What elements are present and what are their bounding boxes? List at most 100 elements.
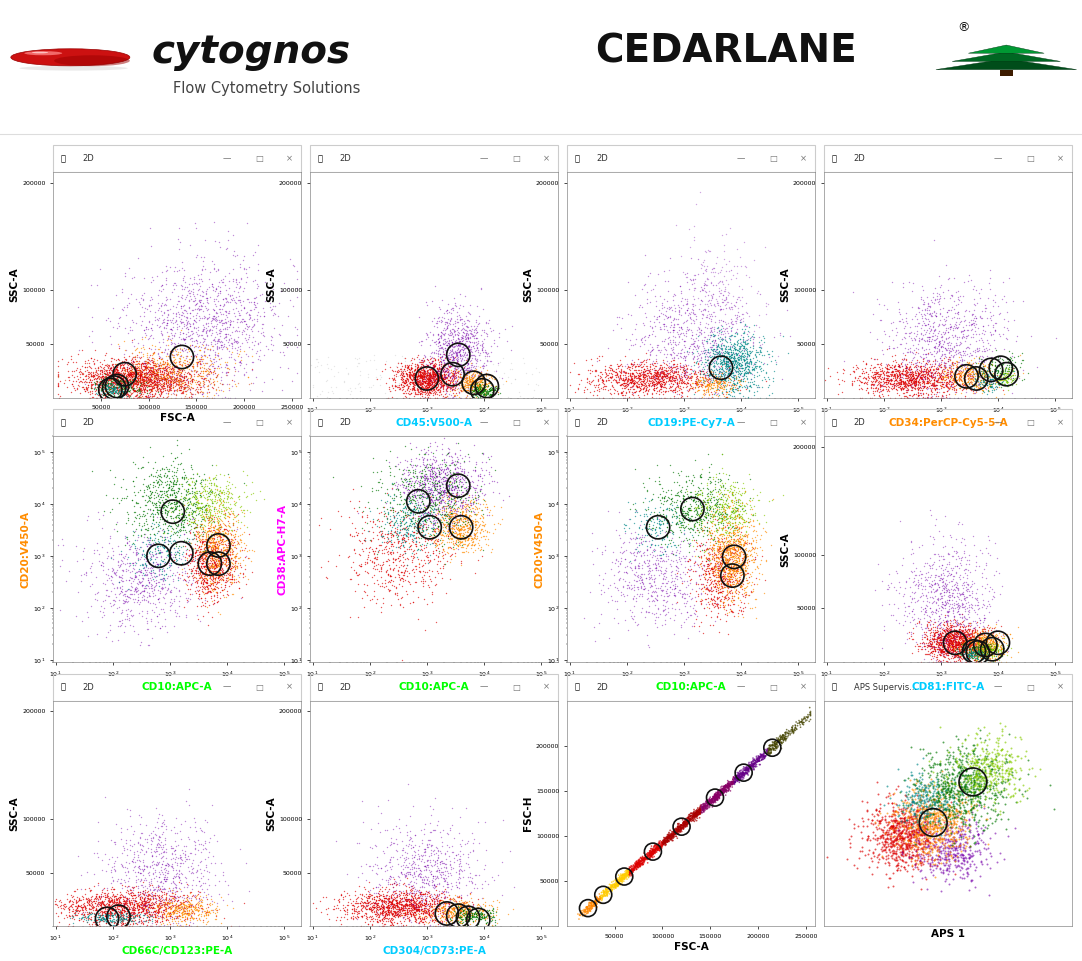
Point (100, 571, 117, 586)
Point (192, 357, 209, 372)
Point (709, 788, 726, 803)
Point (976, 774, 993, 789)
Point (128, 544, 145, 559)
Point (128, 899, 145, 914)
Point (142, 897, 159, 912)
Point (698, 527, 715, 542)
Point (143, 884, 160, 899)
Point (939, 809, 956, 825)
Point (710, 339, 727, 355)
Point (428, 481, 446, 497)
Point (198, 573, 215, 588)
Point (704, 501, 722, 516)
Point (722, 529, 739, 544)
Point (102, 361, 119, 377)
Point (470, 371, 487, 386)
Point (405, 866, 422, 881)
Point (916, 303, 934, 318)
Point (145, 364, 162, 380)
Point (91, 890, 108, 905)
Point (692, 260, 710, 276)
Point (459, 486, 476, 502)
Point (948, 329, 965, 344)
Point (175, 373, 193, 388)
Point (914, 358, 932, 374)
Point (173, 299, 190, 314)
Point (716, 297, 734, 312)
Point (412, 511, 430, 527)
Point (447, 362, 464, 378)
Point (654, 363, 671, 379)
Point (418, 470, 435, 485)
Point (64, 899, 81, 915)
Point (118, 894, 135, 909)
Point (430, 499, 447, 514)
Point (111, 367, 129, 382)
Point (464, 328, 481, 343)
Point (188, 552, 206, 567)
Point (952, 653, 969, 668)
Point (1003, 373, 1020, 388)
Point (616, 380, 633, 395)
Point (925, 322, 942, 337)
Point (889, 800, 907, 815)
Point (903, 792, 921, 807)
Point (725, 527, 742, 542)
Point (89, 383, 106, 399)
Point (203, 483, 221, 499)
Point (951, 587, 968, 603)
Point (982, 762, 1000, 777)
Point (479, 903, 497, 919)
Point (113, 379, 130, 394)
Point (451, 905, 469, 921)
Point (658, 293, 675, 308)
Point (211, 550, 228, 565)
Point (308, 358, 326, 374)
Point (738, 586, 755, 602)
Point (335, 902, 353, 918)
Point (155, 845, 172, 860)
Point (979, 376, 997, 391)
Point (950, 623, 967, 638)
Point (90, 380, 107, 395)
Point (144, 359, 161, 375)
Point (922, 386, 939, 402)
Point (425, 345, 443, 360)
Point (973, 643, 990, 658)
Point (966, 653, 984, 668)
Point (916, 813, 934, 828)
Point (434, 453, 451, 468)
Point (919, 800, 936, 815)
Point (696, 333, 713, 348)
Point (966, 629, 984, 645)
Point (122, 365, 140, 381)
Point (692, 594, 710, 609)
Point (964, 365, 981, 381)
Point (617, 332, 634, 347)
Point (934, 778, 951, 794)
Point (948, 648, 965, 663)
Point (773, 734, 790, 750)
Point (159, 467, 176, 482)
Point (431, 347, 448, 362)
Point (688, 521, 705, 536)
Point (116, 586, 133, 602)
Point (634, 852, 651, 868)
Point (155, 904, 172, 920)
Point (452, 520, 470, 535)
Point (977, 555, 994, 571)
Point (181, 354, 198, 369)
Point (604, 368, 621, 383)
Point (392, 355, 409, 370)
Point (967, 781, 985, 797)
Point (959, 652, 976, 667)
Point (715, 782, 733, 798)
Point (915, 801, 933, 817)
Point (733, 502, 750, 517)
Point (945, 810, 962, 825)
Point (735, 532, 752, 548)
Point (168, 510, 185, 526)
Point (436, 469, 453, 484)
Point (166, 383, 183, 399)
Point (898, 376, 915, 391)
